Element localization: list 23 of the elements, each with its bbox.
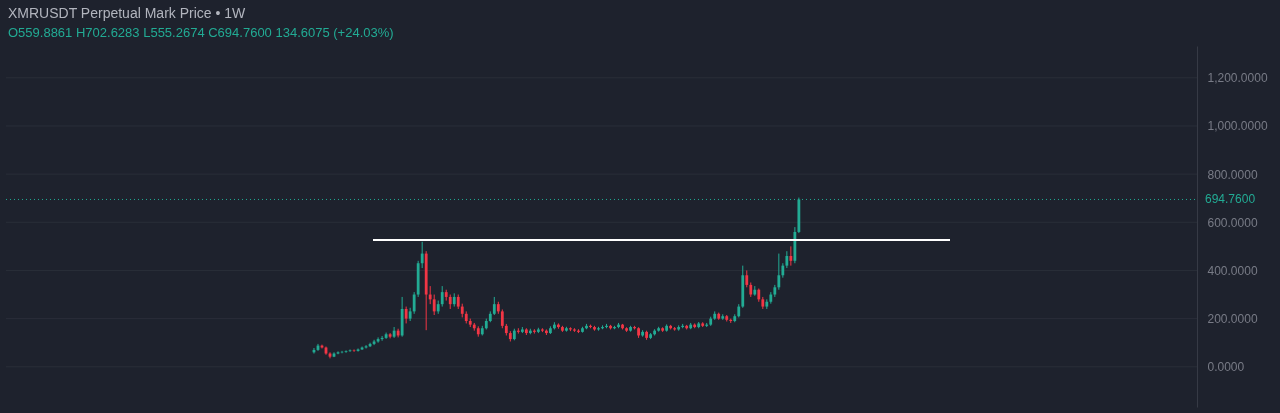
chart-title: XMRUSDT Perpetual Mark Price • 1W — [8, 5, 247, 21]
y-tick-label: 1,200.0000 — [1207, 71, 1268, 86]
candlestick — [492, 296, 496, 316]
ref-line-label: 694.7600 — [1205, 192, 1256, 207]
candlestick — [440, 285, 444, 308]
y-tick-label: 400.0000 — [1207, 263, 1258, 278]
y-tick-label: 200.0000 — [1207, 312, 1258, 327]
candlestick — [380, 335, 384, 342]
candlestick — [412, 291, 416, 315]
y-tick-label: 600.0000 — [1207, 215, 1258, 230]
candlestick — [532, 328, 536, 335]
y-tick-label: 0.0000 — [1207, 360, 1245, 375]
candlestick — [516, 327, 520, 335]
chart-subtitle: O559.8861 H702.6283 L555.2674 C694.7600 134.6075 (+24.03%) — [8, 25, 394, 40]
candlestick — [432, 294, 436, 316]
candlestick — [789, 245, 793, 267]
candlestick — [777, 253, 781, 291]
candlestick — [356, 347, 360, 353]
y-tick-label: 1,000.0000 — [1207, 119, 1268, 134]
candlestick — [392, 326, 396, 339]
y-tick-label: 800.0000 — [1207, 167, 1258, 182]
candlestick — [500, 308, 504, 329]
candlestick — [420, 241, 424, 269]
